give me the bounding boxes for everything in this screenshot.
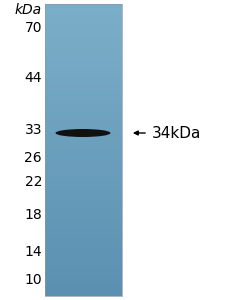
Bar (45, 58, 122, 62)
Bar (45, 14, 122, 19)
Text: 70: 70 (25, 21, 42, 35)
Text: 14: 14 (24, 245, 42, 259)
Bar (45, 33, 122, 38)
Bar (45, 208, 122, 213)
Text: 10: 10 (24, 273, 42, 287)
Bar (45, 87, 122, 92)
Bar (45, 43, 122, 48)
Text: 22: 22 (25, 175, 42, 189)
Bar (45, 62, 122, 67)
Bar (45, 28, 122, 33)
Bar (45, 106, 122, 111)
Bar (45, 77, 122, 82)
Bar (45, 272, 122, 277)
Bar (45, 252, 122, 257)
Bar (45, 228, 122, 233)
Bar (45, 72, 122, 77)
Bar (45, 184, 122, 189)
Bar (45, 233, 122, 238)
Bar (45, 277, 122, 281)
Bar (45, 155, 122, 160)
Bar (45, 160, 122, 165)
Bar (45, 281, 122, 286)
Bar (45, 67, 122, 72)
Bar (45, 165, 122, 170)
Bar (45, 135, 122, 140)
Bar (45, 140, 122, 145)
Text: kDa: kDa (15, 3, 42, 17)
Bar (45, 101, 122, 106)
Bar (45, 267, 122, 272)
Bar (45, 262, 122, 267)
Text: 44: 44 (25, 71, 42, 85)
Bar (45, 238, 122, 242)
Text: 26: 26 (24, 151, 42, 165)
Bar (45, 247, 122, 252)
Bar (45, 126, 122, 130)
Bar (45, 92, 122, 97)
Bar (45, 130, 122, 135)
Bar (45, 203, 122, 208)
Text: 34kDa: 34kDa (152, 125, 201, 140)
Text: 18: 18 (24, 208, 42, 222)
Bar (45, 23, 122, 28)
Bar (45, 223, 122, 228)
Bar (45, 111, 122, 116)
Bar (45, 257, 122, 262)
Bar (45, 53, 122, 58)
Bar (45, 121, 122, 126)
Bar (45, 194, 122, 199)
Bar (45, 4, 122, 9)
Bar (45, 189, 122, 194)
Bar (45, 179, 122, 184)
Bar (45, 218, 122, 223)
Bar (45, 82, 122, 87)
Bar (45, 199, 122, 203)
Bar (45, 9, 122, 14)
Bar (45, 174, 122, 179)
Bar (45, 242, 122, 247)
Bar (45, 116, 122, 121)
Bar (45, 38, 122, 43)
Bar (45, 150, 122, 155)
Bar (45, 4, 122, 296)
Bar (45, 145, 122, 150)
Bar (45, 291, 122, 296)
Ellipse shape (56, 129, 110, 137)
Text: 33: 33 (25, 123, 42, 137)
Bar (45, 97, 122, 101)
Bar (45, 286, 122, 291)
Bar (45, 48, 122, 53)
Bar (45, 19, 122, 23)
Bar (45, 169, 122, 174)
Bar (45, 213, 122, 218)
